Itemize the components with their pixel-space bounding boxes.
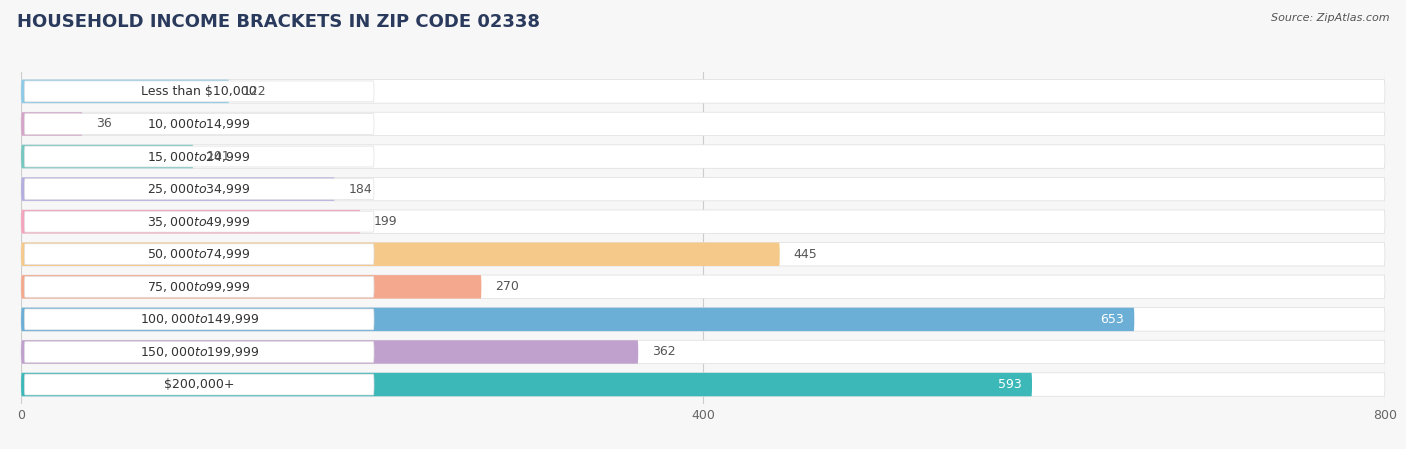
FancyBboxPatch shape <box>24 374 374 395</box>
Text: 362: 362 <box>652 345 675 358</box>
Text: 270: 270 <box>495 280 519 293</box>
FancyBboxPatch shape <box>21 145 193 168</box>
Text: $150,000 to $199,999: $150,000 to $199,999 <box>139 345 259 359</box>
Text: $15,000 to $24,999: $15,000 to $24,999 <box>148 150 252 163</box>
FancyBboxPatch shape <box>21 177 1385 201</box>
FancyBboxPatch shape <box>21 373 1385 396</box>
FancyBboxPatch shape <box>21 275 1385 299</box>
FancyBboxPatch shape <box>21 308 1135 331</box>
FancyBboxPatch shape <box>24 342 374 362</box>
FancyBboxPatch shape <box>24 81 374 102</box>
Text: $200,000+: $200,000+ <box>165 378 235 391</box>
Text: 101: 101 <box>207 150 231 163</box>
FancyBboxPatch shape <box>24 146 374 167</box>
FancyBboxPatch shape <box>21 79 1385 103</box>
FancyBboxPatch shape <box>21 210 360 233</box>
FancyBboxPatch shape <box>21 210 1385 233</box>
Text: Less than $10,000: Less than $10,000 <box>142 85 257 98</box>
Text: $25,000 to $34,999: $25,000 to $34,999 <box>148 182 252 196</box>
FancyBboxPatch shape <box>21 79 229 103</box>
FancyBboxPatch shape <box>24 179 374 199</box>
Text: 653: 653 <box>1101 313 1123 326</box>
Text: $75,000 to $99,999: $75,000 to $99,999 <box>148 280 252 294</box>
FancyBboxPatch shape <box>21 242 780 266</box>
FancyBboxPatch shape <box>24 114 374 134</box>
Text: 199: 199 <box>374 215 398 228</box>
FancyBboxPatch shape <box>24 211 374 232</box>
FancyBboxPatch shape <box>21 275 481 299</box>
Text: 122: 122 <box>243 85 266 98</box>
Text: $10,000 to $14,999: $10,000 to $14,999 <box>148 117 252 131</box>
FancyBboxPatch shape <box>21 112 83 136</box>
Text: 445: 445 <box>793 248 817 261</box>
FancyBboxPatch shape <box>21 242 1385 266</box>
FancyBboxPatch shape <box>24 309 374 330</box>
Text: $100,000 to $149,999: $100,000 to $149,999 <box>139 313 259 326</box>
FancyBboxPatch shape <box>21 145 1385 168</box>
FancyBboxPatch shape <box>21 340 1385 364</box>
Text: 593: 593 <box>998 378 1022 391</box>
FancyBboxPatch shape <box>24 277 374 297</box>
FancyBboxPatch shape <box>21 340 638 364</box>
FancyBboxPatch shape <box>21 177 335 201</box>
Text: $35,000 to $49,999: $35,000 to $49,999 <box>148 215 252 229</box>
Text: $50,000 to $74,999: $50,000 to $74,999 <box>148 247 252 261</box>
FancyBboxPatch shape <box>21 308 1385 331</box>
Text: 184: 184 <box>349 183 373 196</box>
Text: HOUSEHOLD INCOME BRACKETS IN ZIP CODE 02338: HOUSEHOLD INCOME BRACKETS IN ZIP CODE 02… <box>17 13 540 31</box>
Text: Source: ZipAtlas.com: Source: ZipAtlas.com <box>1271 13 1389 23</box>
Text: 36: 36 <box>96 118 112 131</box>
FancyBboxPatch shape <box>24 244 374 264</box>
FancyBboxPatch shape <box>21 373 1032 396</box>
FancyBboxPatch shape <box>21 112 1385 136</box>
